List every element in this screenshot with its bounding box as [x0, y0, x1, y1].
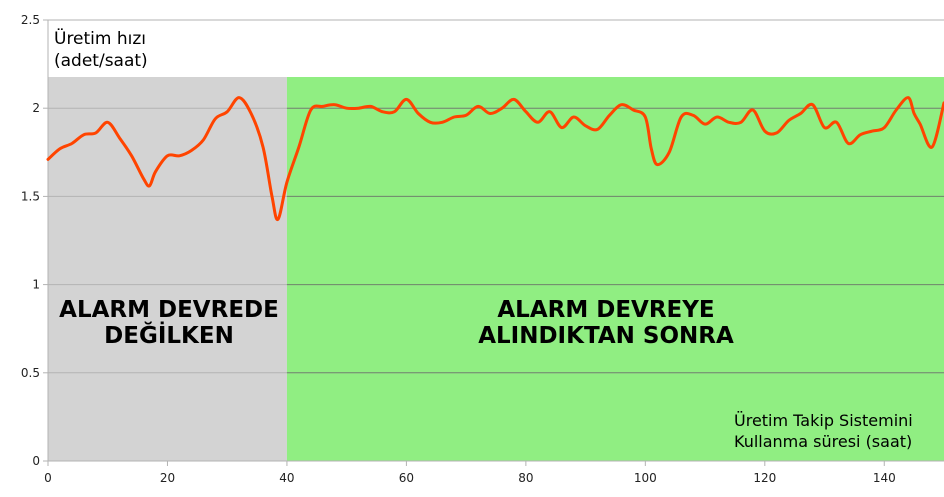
y-axis-ticks: 0 0.5 1 1.5 2 2.5: [21, 13, 48, 468]
region-label-after-line1: ALARM DEVREYE: [497, 297, 714, 323]
region-label-before-line2: DEĞİLKEN: [104, 321, 234, 349]
region-label-after-line2: ALINDIKTAN SONRA: [478, 323, 734, 349]
series-lines: [46, 96, 944, 222]
y-tick-label-3: 1.5: [21, 189, 40, 203]
series-line-0: [46, 96, 944, 222]
x-axis-label-line2: Kullanma süresi (saat): [734, 432, 912, 451]
x-tick-label-7: 140: [873, 471, 896, 485]
gridlines: [48, 19, 944, 374]
background-regions: [48, 77, 944, 461]
region-band-1: [286, 77, 944, 461]
x-tick-label-4: 80: [518, 471, 533, 485]
region-band-0: [48, 77, 287, 461]
x-tick-label-1: 20: [160, 471, 175, 485]
x-tick-label-3: 60: [399, 471, 414, 485]
y-tick-label-4: 2: [32, 101, 40, 115]
region-label-before-line1: ALARM DEVREDE: [59, 297, 279, 323]
x-tick-label-5: 100: [634, 471, 657, 485]
x-tick-label-0: 0: [44, 471, 52, 485]
y-tick-label-2: 1: [32, 278, 40, 292]
y-tick-label-0: 0: [32, 454, 40, 468]
y-tick-label-5: 2.5: [21, 13, 40, 27]
axes: [47, 20, 944, 462]
x-axis-ticks: 0 20 40 60 80 100 120 140: [44, 461, 896, 485]
x-axis-label-line1: Üretim Takip Sistemini: [734, 411, 913, 430]
x-tick-label-6: 120: [753, 471, 776, 485]
y-tick-label-1: 0.5: [21, 366, 40, 380]
y-axis-label-line1: Üretim hızı: [54, 27, 146, 49]
x-tick-label-2: 40: [279, 471, 294, 485]
y-axis-label-line2: (adet/saat): [54, 51, 148, 71]
